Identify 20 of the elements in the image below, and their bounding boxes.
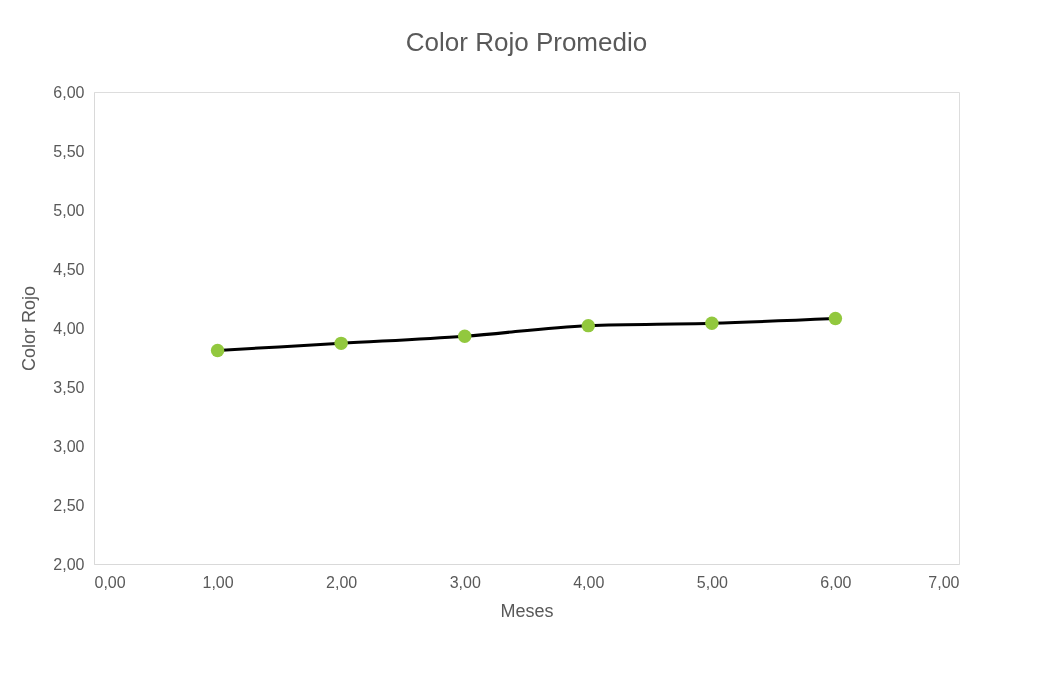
x-tick-label: 2,00: [326, 573, 358, 591]
y-tick-label: 6,00: [53, 83, 85, 101]
y-tick-label: 3,00: [53, 437, 85, 455]
x-tick-label: 4,00: [573, 573, 605, 591]
x-axis-title: Meses: [500, 600, 554, 621]
y-tick-label: 5,50: [53, 142, 85, 160]
y-axis-title: Color Rojo: [19, 285, 40, 372]
x-tick-label: 3,00: [449, 573, 481, 591]
x-tick-label: 5,00: [696, 573, 729, 591]
chart-title: Color Rojo Promedio: [405, 27, 648, 57]
x-tick-label: 1,00: [202, 573, 234, 591]
y-tick-label: 4,50: [53, 260, 85, 278]
x-tick-label: 6,00: [820, 573, 852, 591]
y-tick-label: 2,00: [53, 555, 85, 573]
y-tick-label: 3,50: [53, 378, 85, 396]
x-tick-label: 7,00: [928, 573, 960, 591]
y-tick-label: 5,00: [53, 201, 85, 219]
y-tick-label: 2,50: [53, 496, 85, 514]
y-tick-label: 4,00: [53, 319, 85, 337]
x-tick-label: 0,00: [94, 573, 126, 591]
